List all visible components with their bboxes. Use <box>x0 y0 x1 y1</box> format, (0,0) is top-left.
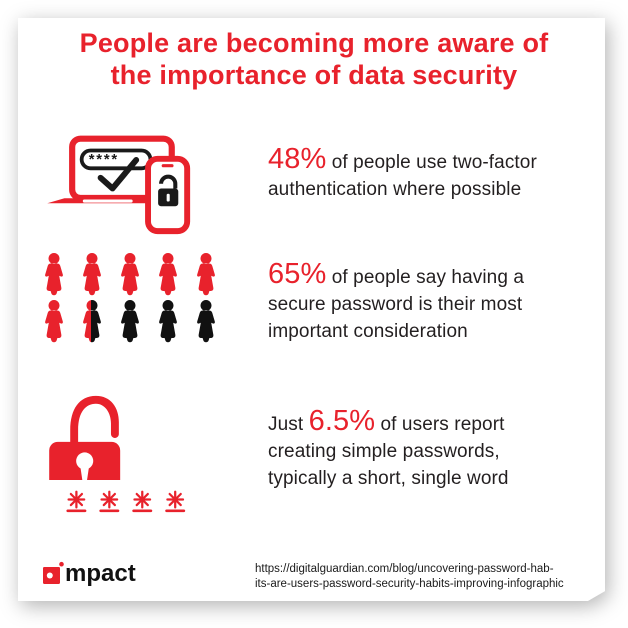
svg-text:****: **** <box>89 152 119 168</box>
